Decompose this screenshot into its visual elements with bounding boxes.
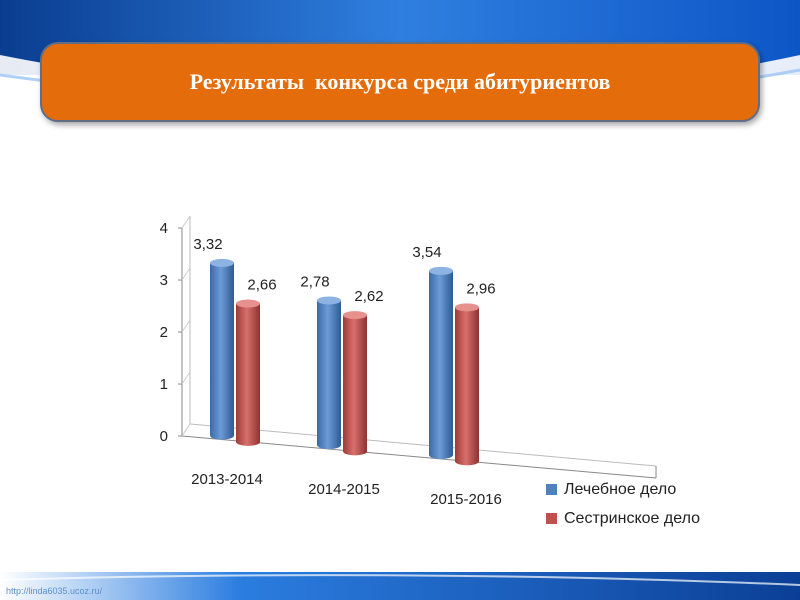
- legend-swatch-0: [546, 484, 557, 495]
- bar-top-1-1: [343, 311, 367, 320]
- data-label: 3,32: [193, 236, 222, 253]
- footer-url: http://linda6035.ucoz.ru/: [6, 586, 103, 596]
- bar-lechebnoe-1: [317, 300, 341, 450]
- legend-label: Сестринское дело: [564, 510, 700, 527]
- y-tick-label: 3: [160, 272, 168, 289]
- y-gridline-0: [181, 423, 191, 437]
- bar-top-0-2: [429, 266, 453, 275]
- bar-lechebnoe-2: [429, 270, 453, 459]
- bar-lechebnoe-0: [210, 262, 234, 440]
- data-label: 2,78: [300, 273, 329, 290]
- data-label: 2,96: [466, 280, 495, 297]
- data-label: 2,62: [354, 288, 383, 305]
- y-tick-label: 0: [160, 428, 168, 445]
- bar-sestrinskoe-0: [236, 303, 260, 446]
- bar-top-0-1: [317, 296, 341, 305]
- y-gridline-2: [181, 319, 191, 333]
- y-tick-label: 1: [160, 376, 168, 393]
- y-gridline-3: [181, 267, 191, 281]
- x-tick-label: 2014-2015: [308, 481, 380, 498]
- bar-sestrinskoe-2: [455, 307, 479, 466]
- x-axis: [181, 435, 657, 479]
- floor-back-edge: [189, 423, 657, 467]
- x-tick-label: 2013-2014: [191, 471, 263, 488]
- bar-top-0-0: [210, 258, 234, 267]
- legend-swatch-1: [546, 513, 557, 524]
- bar-top-1-2: [455, 303, 479, 312]
- bar-top-1-0: [236, 299, 260, 308]
- data-label: 2,66: [247, 277, 276, 294]
- y-tick-label: 2: [160, 324, 168, 341]
- slide-title: Результаты конкурса среди абитуриентов: [189, 69, 611, 94]
- legend-label: Лечебное дело: [564, 481, 676, 498]
- data-label: 3,54: [412, 244, 441, 261]
- bar-sestrinskoe-1: [343, 315, 367, 456]
- y-tick-label: 4: [160, 220, 168, 237]
- y-gridline-4: [181, 215, 191, 229]
- x-tick-label: 2015-2016: [430, 491, 502, 508]
- title-banner: Результаты конкурса среди абитуриентов: [40, 42, 760, 122]
- y-gridline-1: [181, 371, 191, 385]
